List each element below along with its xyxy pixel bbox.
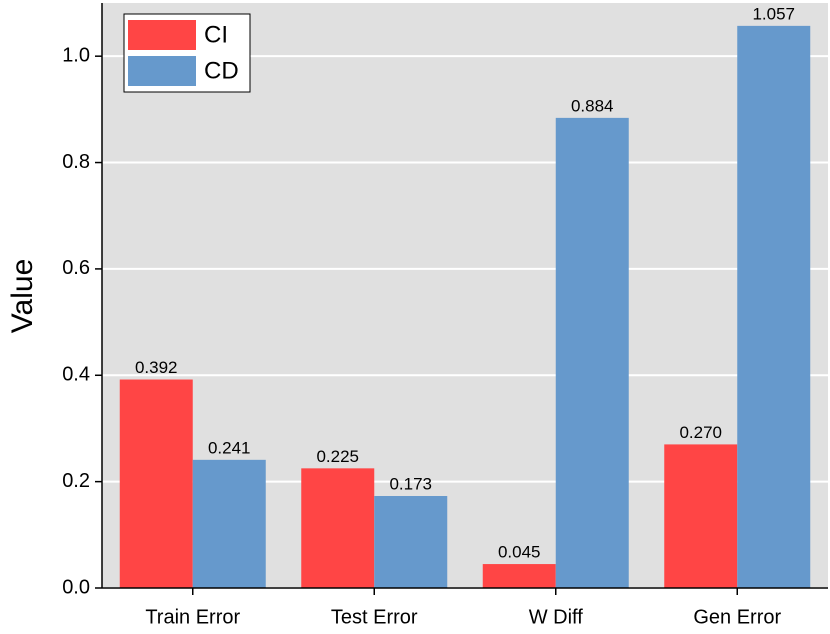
bar — [301, 468, 375, 588]
value-label: 0.225 — [316, 447, 359, 466]
value-label: 0.173 — [389, 474, 432, 493]
y-axis-label: Value — [6, 259, 39, 334]
bar — [119, 379, 193, 588]
value-label: 0.270 — [679, 423, 722, 442]
y-tick-label: 0.2 — [62, 470, 90, 492]
value-label: 1.057 — [752, 4, 795, 23]
x-tick-label: Train Error — [145, 606, 240, 628]
bar — [374, 495, 448, 588]
legend-swatch — [128, 56, 196, 86]
legend-label: CD — [204, 57, 239, 84]
bar — [737, 25, 811, 589]
bar — [555, 117, 629, 588]
y-tick-label: 0.8 — [62, 151, 90, 173]
y-tick-label: 0.6 — [62, 257, 90, 279]
x-tick-label: W Diff — [529, 606, 584, 628]
y-tick-label: 1.0 — [62, 44, 90, 66]
y-tick-label: 0.0 — [62, 576, 90, 598]
bar — [664, 444, 738, 588]
y-tick-label: 0.4 — [62, 364, 90, 386]
bar — [482, 564, 556, 588]
value-label: 0.884 — [571, 96, 614, 115]
legend-swatch — [128, 20, 196, 50]
x-tick-label: Gen Error — [693, 606, 781, 628]
bar — [192, 459, 266, 588]
value-label: 0.045 — [498, 543, 541, 562]
x-tick-label: Test Error — [331, 606, 418, 628]
value-label: 0.241 — [208, 438, 251, 457]
legend-label: CI — [204, 21, 228, 48]
value-label: 0.392 — [135, 358, 178, 377]
